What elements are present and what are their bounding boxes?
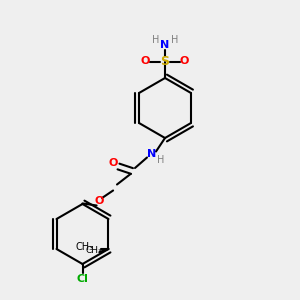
Text: CH₃: CH₃	[75, 242, 94, 253]
Text: Cl: Cl	[76, 274, 88, 284]
Text: N: N	[147, 149, 156, 160]
Text: N: N	[160, 40, 169, 50]
Text: O: O	[141, 56, 150, 67]
Text: H: H	[152, 34, 159, 45]
Text: H: H	[158, 155, 165, 165]
Text: O: O	[94, 196, 104, 206]
Text: O: O	[108, 158, 118, 168]
Text: H: H	[171, 34, 178, 45]
Text: O: O	[180, 56, 189, 67]
Text: S: S	[160, 55, 169, 68]
Text: CH₃: CH₃	[85, 246, 102, 255]
